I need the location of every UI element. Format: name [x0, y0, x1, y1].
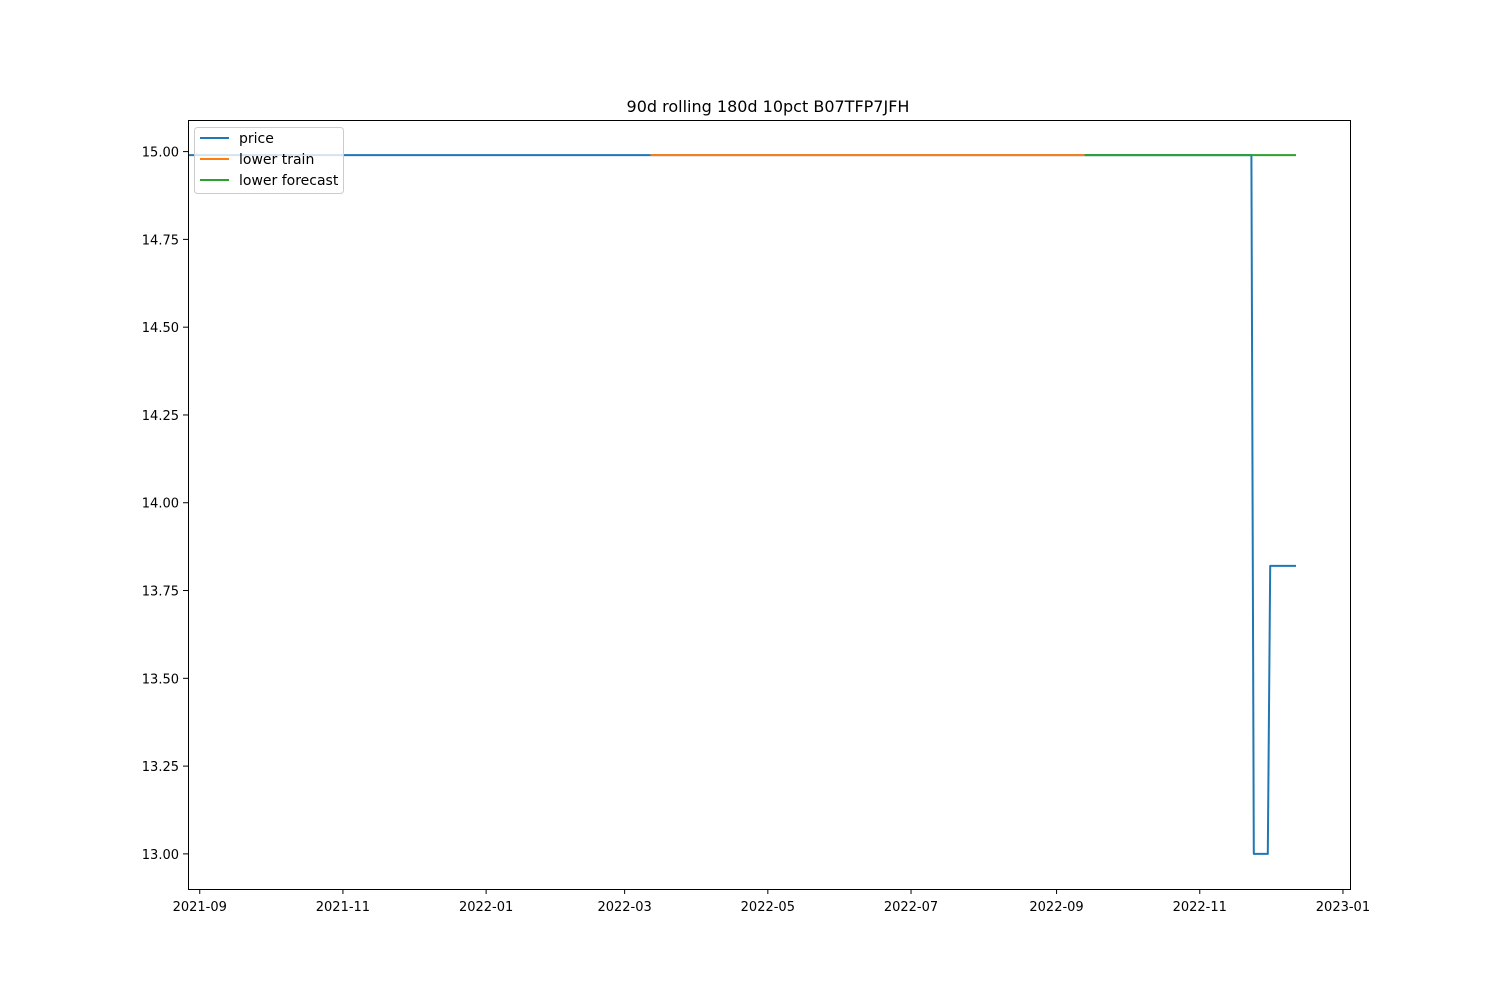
x-tick-label: 2022-01: [459, 900, 513, 915]
y-tick-label: 15.00: [142, 146, 179, 161]
series-layer: [188, 154, 1296, 855]
plot-frame: [188, 120, 1351, 890]
x-tick-label: 2022-05: [741, 900, 795, 915]
y-axis: 13.00 13.25 13.50 13.75 14.00 14.25 14.50 14.75…: [142, 146, 188, 863]
y-tick-label: 14.25: [142, 409, 179, 424]
y-tick-label: 14.50: [142, 321, 179, 336]
y-tick-label: 13.25: [142, 760, 179, 775]
legend-label: price: [239, 131, 274, 147]
x-tick-label: 2022-07: [884, 900, 938, 915]
legend-label: lower forecast: [239, 173, 339, 189]
y-tick-label: 13.75: [142, 585, 179, 600]
y-tick-label: 14.00: [142, 497, 179, 512]
x-tick-label: 2022-03: [597, 900, 651, 915]
x-axis: 2021-09 2021-11 2022-01 2022-03 2022-05 2022-…: [173, 889, 1370, 915]
x-tick-label: 2022-09: [1029, 900, 1083, 915]
x-tick-label: 2022-11: [1173, 900, 1227, 915]
legend: price lower train lower forecast: [194, 127, 344, 194]
legend-label: lower train: [239, 152, 314, 168]
x-tick-label: 2021-09: [173, 900, 227, 915]
legend-box: [194, 127, 344, 194]
y-tick-label: 13.50: [142, 672, 179, 687]
series-line-price: [188, 154, 1296, 855]
x-tick-label: 2021-11: [316, 900, 370, 915]
y-tick-label: 13.00: [142, 848, 179, 863]
y-tick-label: 14.75: [142, 233, 179, 248]
chart-title: 90d rolling 180d 10pct B07TFP7JFH: [627, 97, 910, 116]
x-tick-label: 2023-01: [1316, 900, 1370, 915]
